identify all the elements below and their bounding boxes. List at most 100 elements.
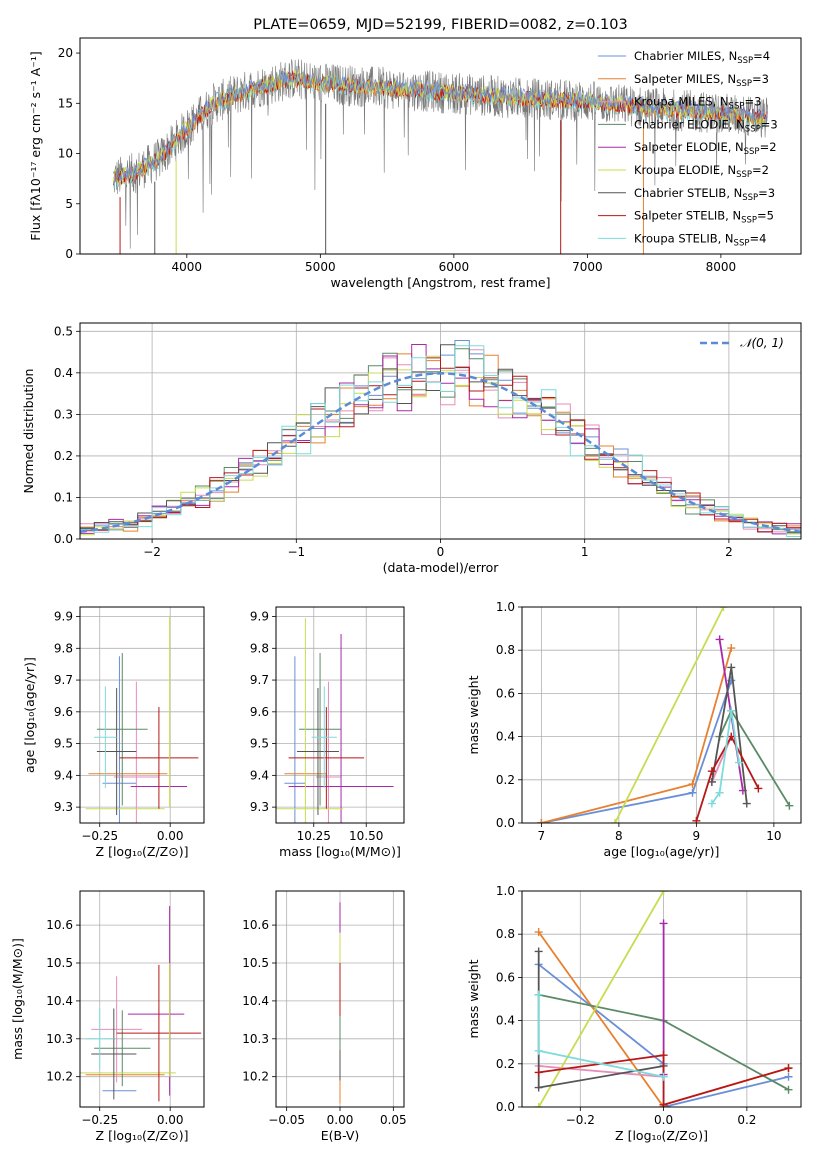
plus-marker xyxy=(742,799,751,808)
y-tick-label: 0.2 xyxy=(496,1057,515,1071)
y-tick-label: 9.3 xyxy=(250,800,269,814)
legend-tail: =5 xyxy=(757,209,774,223)
plus-marker xyxy=(784,1085,793,1094)
y-tick-label: 9.9 xyxy=(250,610,269,624)
axes-frame xyxy=(79,322,802,540)
plus-marker xyxy=(611,819,619,823)
plus-marker xyxy=(659,1072,668,1081)
plus-marker xyxy=(534,928,543,937)
legend-sub: SSP xyxy=(741,216,757,226)
legend-label: Chabrier ELODIE, N xyxy=(634,117,745,131)
y-tick-label: 0.2 xyxy=(496,773,515,787)
histogram-series-3 xyxy=(80,348,801,533)
legend-entry: 𝒩(0, 1) xyxy=(740,336,784,350)
y-tick-label: 10.3 xyxy=(46,1032,73,1046)
axes-frame xyxy=(521,606,802,824)
legend-label: Kroupa ELODIE, N xyxy=(634,163,736,177)
y-tick-label: 0.4 xyxy=(496,730,515,744)
x-tick-label: 0 xyxy=(437,545,445,559)
errorbars xyxy=(276,618,394,823)
y-tick-label: 9.5 xyxy=(54,737,73,751)
plus-marker xyxy=(688,780,697,789)
errorbars xyxy=(80,906,202,1102)
y-axis-label: Flux [fλ10⁻¹⁷ erg cm⁻² s⁻¹ A⁻¹] xyxy=(28,51,43,240)
plus-marker xyxy=(784,1064,793,1073)
x-tick-label: −0.25 xyxy=(81,829,118,843)
legend-label: Kroupa MILES, N xyxy=(634,95,729,109)
legend-sub: SSP xyxy=(744,147,760,157)
x-tick-label: 8000 xyxy=(706,260,737,274)
axes-mass-vs-z: −0.25 0.00 10.2 10.3 10.4 10.5 10.6 Z [log₁₀(Z/… xyxy=(10,890,205,1143)
y-tick-label: 10.6 xyxy=(242,918,269,932)
plus-marker xyxy=(659,1100,668,1107)
x-tick-label: −0.25 xyxy=(81,1113,118,1127)
y-axis-label: Normed distribution xyxy=(21,369,36,494)
x-tick-label: 10.50 xyxy=(349,829,383,843)
legend-tail: =2 xyxy=(760,140,777,154)
plus-marker xyxy=(784,1072,793,1081)
weight-series-1 xyxy=(541,647,733,823)
y-axis-label: mass weight xyxy=(466,959,481,1038)
axes-frame xyxy=(275,890,405,1108)
axes-frame xyxy=(79,890,205,1108)
y-tick-label: 0.0 xyxy=(496,816,515,830)
weight-series-5 xyxy=(537,891,665,1107)
weight-series-7 xyxy=(695,734,760,822)
plus-marker xyxy=(727,644,736,653)
legend-entry: Chabrier STELIB, NSSP=3 xyxy=(634,186,775,203)
legend-tail: =4 xyxy=(749,231,766,245)
y-tick-label: 0.6 xyxy=(496,686,515,700)
x-tick-label: 0.00 xyxy=(157,829,184,843)
y-tick-label: 9.4 xyxy=(250,768,269,782)
plus-marker xyxy=(727,706,736,715)
x-tick-label: 9 xyxy=(693,829,701,843)
x-tick-label: 1 xyxy=(581,545,589,559)
histogram-steps xyxy=(80,340,801,537)
y-tick-label: 0 xyxy=(65,247,73,261)
legend-label: Chabrier MILES, N xyxy=(634,49,737,63)
plus-marker xyxy=(719,607,728,611)
y-tick-label: 0.3 xyxy=(54,407,73,421)
x-tick-label: −2 xyxy=(143,545,161,559)
plus-marker xyxy=(735,758,743,767)
y-tick-label: 9.6 xyxy=(250,705,269,719)
y-tick-label: 9.5 xyxy=(250,737,269,751)
x-axis-label: Z [log₁₀(Z/Z⊙)] xyxy=(96,844,189,859)
legend-label: Salpeter STELIB, N xyxy=(634,209,741,223)
legend-label: Chabrier STELIB, N xyxy=(634,186,742,200)
axes-frame xyxy=(521,890,802,1108)
legend-sub: SSP xyxy=(742,193,758,203)
y-axis-label: mass weight xyxy=(466,675,481,754)
axes-mass-vs-ebv: −0.05 0.00 0.05 10.2 10.3 10.4 10.5 10.6 E(B-V) xyxy=(242,890,407,1143)
plus-marker xyxy=(754,784,763,793)
plus-marker xyxy=(785,801,794,810)
histogram-series-7 xyxy=(80,357,801,533)
axes-frame xyxy=(275,606,405,824)
plus-marker xyxy=(659,891,668,895)
legend-entry: Salpeter MILES, NSSP=3 xyxy=(634,72,769,89)
y-tick-label: 0.0 xyxy=(496,1100,515,1114)
y-tick-label: 9.7 xyxy=(250,673,269,687)
legend-entry: Salpeter ELODIE, NSSP=2 xyxy=(634,140,777,157)
axes-weight-vs-z: −0.2 0.0 0.2 0.0 0.2 0.4 0.6 0.8 1.0 Z [log₁₀(Z/Z… xyxy=(466,884,802,1143)
legend-sub: SSP xyxy=(737,56,753,66)
x-tick-label: 4000 xyxy=(172,260,203,274)
axes-frame xyxy=(79,37,802,255)
axes-weight-vs-age: 7 8 9 10 0.0 0.2 0.4 0.6 0.8 1.0 age [log₁₀(age/yr… xyxy=(466,600,802,859)
plus-marker xyxy=(659,919,668,928)
model-spectrum-line xyxy=(113,69,768,184)
legend-entry: Chabrier ELODIE, NSSP=3 xyxy=(634,117,778,134)
legend-entry: Salpeter STELIB, NSSP=5 xyxy=(634,209,774,226)
plus-marker xyxy=(537,819,546,823)
axes-spectrum: 4000 5000 6000 7000 8000 0 5 10 15 20 wavelength [… xyxy=(28,17,802,290)
plus-marker xyxy=(715,788,724,797)
legend-label: Salpeter ELODIE, N xyxy=(634,140,744,154)
model-spectrum-line xyxy=(113,70,768,185)
y-tick-label: 1.0 xyxy=(496,884,515,898)
legend-tail: =3 xyxy=(744,95,761,109)
x-tick-label: 8 xyxy=(615,829,623,843)
y-tick-label: 10.4 xyxy=(242,994,269,1008)
x-tick-label: −1 xyxy=(287,545,305,559)
plus-marker xyxy=(534,990,543,999)
